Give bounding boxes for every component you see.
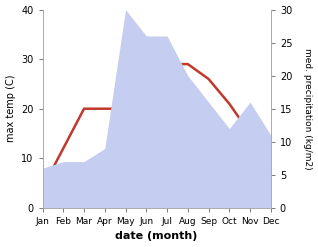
Y-axis label: med. precipitation (kg/m2): med. precipitation (kg/m2): [303, 48, 313, 169]
X-axis label: date (month): date (month): [115, 231, 198, 242]
Y-axis label: max temp (C): max temp (C): [5, 75, 16, 143]
